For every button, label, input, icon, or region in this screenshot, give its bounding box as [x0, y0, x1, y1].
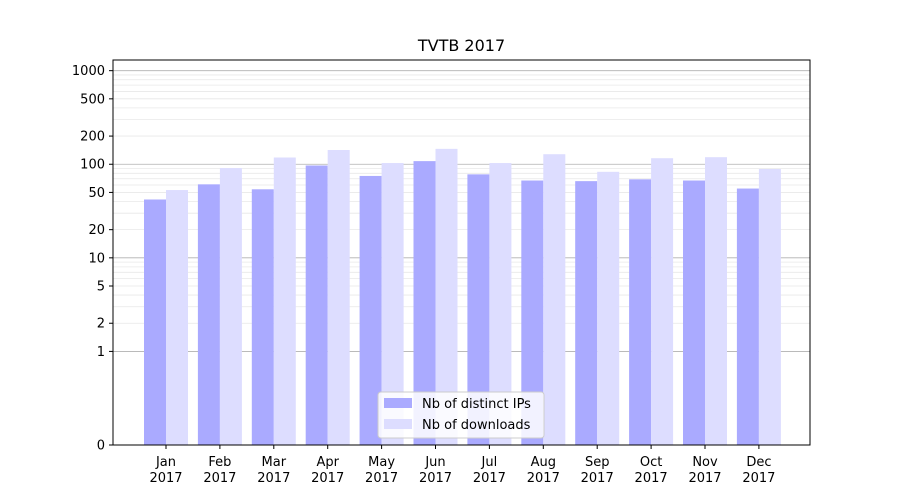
x-tick-label-year: 2017 — [149, 471, 182, 486]
y-tick-label: 2 — [97, 317, 105, 332]
bar-downloads — [489, 163, 512, 445]
x-tick-label-month: Mar — [262, 455, 287, 470]
y-tick-label: 200 — [80, 130, 105, 145]
bar-distinct-ips — [629, 179, 652, 445]
bar-distinct-ips — [521, 180, 544, 446]
bar-distinct-ips — [736, 188, 759, 445]
bar-downloads — [219, 168, 242, 445]
bar-downloads — [273, 157, 296, 445]
y-tick-label: 1 — [97, 345, 105, 360]
chart-title: TVTB 2017 — [417, 36, 505, 55]
y-tick-label: 20 — [88, 223, 105, 238]
x-tick-label-month: May — [368, 455, 395, 470]
x-tick-label-year: 2017 — [311, 471, 344, 486]
x-tick-label-month: Aug — [531, 455, 556, 470]
x-tick-label-year: 2017 — [365, 471, 398, 486]
x-tick-label-year: 2017 — [473, 471, 506, 486]
bar-distinct-ips — [144, 199, 166, 445]
legend-swatch-distinct-ips — [384, 398, 412, 408]
bar-downloads — [166, 190, 188, 445]
bar-downloads — [705, 157, 727, 445]
y-tick-label: 0 — [97, 439, 105, 454]
bar-downloads — [651, 158, 674, 446]
legend-swatch-downloads — [384, 419, 412, 429]
x-tick-label-month: Apr — [316, 455, 339, 470]
bar-distinct-ips — [251, 189, 274, 445]
bar-distinct-ips — [359, 175, 382, 445]
y-axis: 0 1 2 5 10 20 50 100 200 500 1000 — [72, 64, 113, 454]
x-tick-label-year: 2017 — [581, 471, 614, 486]
x-tick-label-month: Sep — [585, 455, 610, 470]
bars — [144, 148, 781, 446]
bar-distinct-ips — [467, 174, 490, 445]
bar-downloads — [758, 168, 781, 445]
bar-distinct-ips — [413, 161, 436, 445]
y-tick-label: 1000 — [72, 64, 105, 79]
bar-downloads — [381, 163, 404, 445]
plot-frame — [112, 59, 811, 446]
legend-box — [377, 391, 545, 439]
x-tick-label-year: 2017 — [635, 471, 668, 486]
x-tick-label-year: 2017 — [742, 471, 775, 486]
legend-label-distinct-ips: Nb of distinct IPs — [422, 397, 531, 412]
x-tick-label-year: 2017 — [203, 471, 236, 486]
legend: Nb of distinct IPs Nb of downloads — [377, 391, 545, 439]
y-tick-label: 50 — [88, 186, 105, 201]
x-tick-label-month: Oct — [640, 455, 662, 470]
bar-downloads — [597, 171, 620, 445]
bar-distinct-ips — [683, 180, 705, 446]
y-tick-label: 10 — [88, 251, 105, 266]
bar-downloads — [435, 148, 458, 445]
bar-distinct-ips — [575, 181, 598, 445]
bar-downloads — [327, 149, 350, 445]
x-tick-label-year: 2017 — [688, 471, 721, 486]
x-tick-label-month: Nov — [692, 455, 718, 470]
legend-label-downloads: Nb of downloads — [422, 418, 531, 433]
bar-distinct-ips — [305, 165, 328, 446]
y-tick-label: 100 — [80, 158, 105, 173]
x-tick-label-month: Jan — [155, 455, 176, 470]
x-tick-label-month: Jul — [481, 455, 498, 470]
x-tick-label-month: Jun — [424, 455, 445, 470]
bar-downloads — [543, 154, 566, 446]
x-tick-label-year: 2017 — [527, 471, 560, 486]
x-tick-label-year: 2017 — [257, 471, 290, 486]
x-tick-label-month: Dec — [746, 455, 771, 470]
x-tick-label-year: 2017 — [419, 471, 452, 486]
y-tick-label: 5 — [97, 280, 105, 295]
y-tick-label: 500 — [80, 92, 105, 107]
x-axis: Jan2017Feb2017Mar2017Apr2017May2017Jun20… — [149, 445, 775, 486]
bar-distinct-ips — [197, 184, 220, 445]
x-tick-label-month: Feb — [208, 455, 231, 470]
